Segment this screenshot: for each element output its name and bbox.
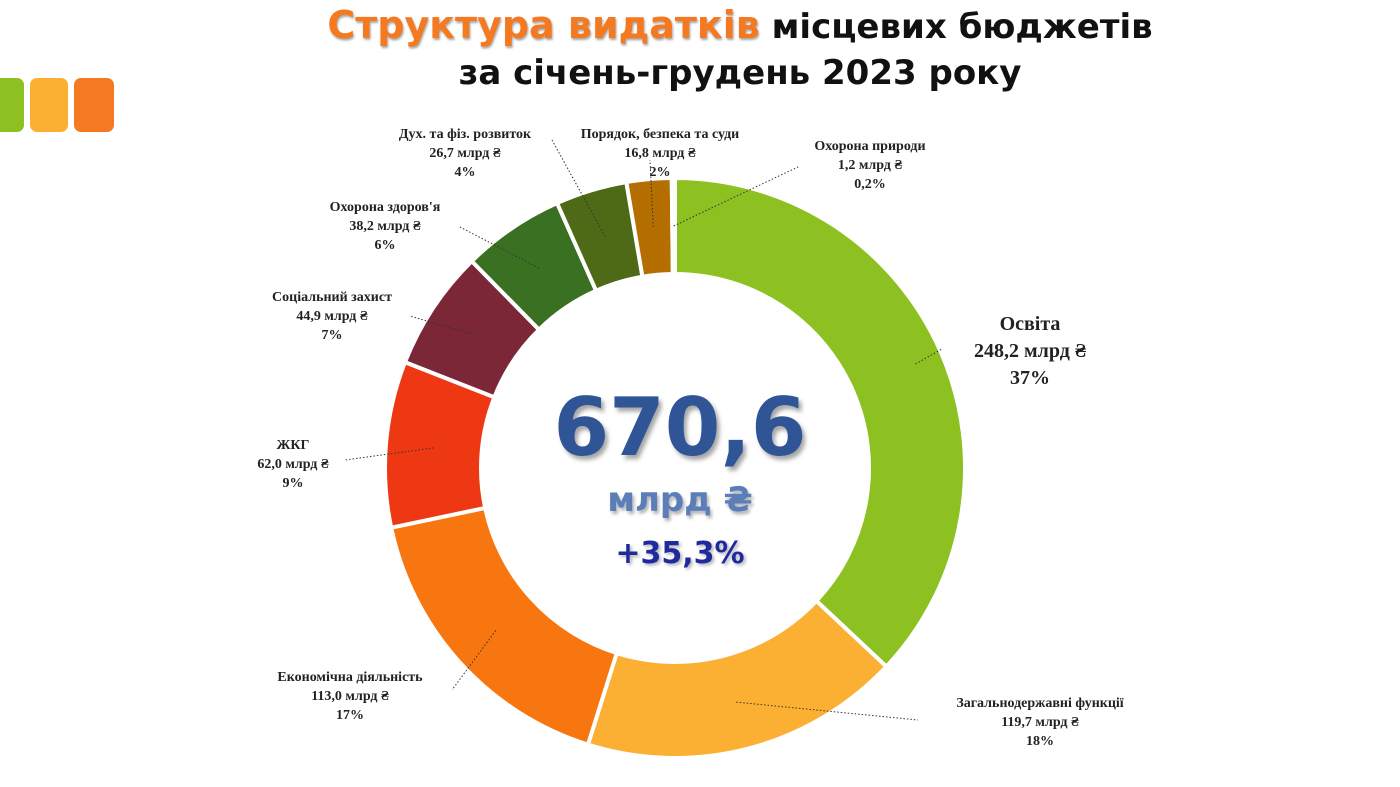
- slice-name: Охорона здоров'я: [329, 200, 441, 215]
- slice-label-social-protection: Соціальний захист 44,9 млрд ₴ 7%: [242, 288, 422, 345]
- title-rest: місцевих бюджетів: [759, 7, 1153, 47]
- slice-percent: 37%: [1010, 367, 1050, 389]
- leader-line-environment: [673, 165, 801, 227]
- slice-general-functions: [585, 598, 890, 760]
- slice-value: 16,8 млрд ₴: [624, 146, 696, 161]
- slice-name: ЖКГ: [276, 438, 310, 453]
- slice-percent: 9%: [282, 476, 304, 491]
- center-total-value: 670,6: [553, 381, 807, 474]
- slice-value: 113,0 млрд ₴: [311, 689, 389, 704]
- slice-name: Освіта: [999, 313, 1061, 335]
- slice-percent: 7%: [321, 328, 343, 343]
- center-change-percent: +35,3%: [615, 536, 745, 571]
- slice-name: Соціальний захист: [272, 290, 392, 305]
- slice-value: 26,7 млрд ₴: [429, 146, 501, 161]
- slice-name: Економічна діяльність: [277, 670, 423, 685]
- leader-line-healthcare: [457, 225, 540, 269]
- slice-label-public-order: Порядок, безпека та суди 16,8 млрд ₴ 2%: [550, 125, 770, 182]
- slice-value: 248,2 млрд ₴: [974, 340, 1086, 362]
- slice-percent: 18%: [1026, 734, 1054, 749]
- leader-line-social-protection: [409, 315, 474, 336]
- slice-name: Охорона природи: [814, 139, 926, 154]
- slice-value: 38,2 млрд ₴: [349, 219, 421, 234]
- decor-yellow-block: [30, 78, 68, 132]
- title-accent: Структура видатків: [327, 3, 760, 47]
- slice-name: Дух. та фіз. розвиток: [398, 127, 532, 142]
- slice-percent: 6%: [374, 238, 396, 253]
- slice-environment: [669, 175, 677, 277]
- slice-education: [673, 175, 967, 670]
- leader-line-public-order: [649, 159, 654, 228]
- slice-label-environment: Охорона природи 1,2 млрд ₴ 0,2%: [785, 137, 955, 194]
- slice-percent: 17%: [336, 708, 364, 723]
- slice-value: 44,9 млрд ₴: [296, 309, 368, 324]
- leader-line-general-functions: [736, 701, 919, 721]
- title-period: за січень-грудень 2023 року: [458, 53, 1022, 93]
- slice-percent: 4%: [454, 165, 476, 180]
- leader-line-spiritual-physical: [551, 139, 606, 237]
- slice-label-education: Освіта 248,2 млрд ₴ 37%: [950, 311, 1110, 392]
- decor-orange-block: [74, 78, 114, 132]
- slice-name: Порядок, безпека та суди: [580, 127, 740, 142]
- slice-percent: 2%: [649, 165, 671, 180]
- slice-label-spiritual-physical: Дух. та фіз. розвиток 26,7 млрд ₴ 4%: [365, 125, 565, 182]
- slice-name: Загальнодержавні функції: [956, 696, 1124, 711]
- leader-line-education: [915, 348, 943, 365]
- slice-value: 119,7 млрд ₴: [1001, 715, 1079, 730]
- center-total-unit: млрд ₴: [607, 480, 753, 520]
- slice-value: 62,0 млрд ₴: [257, 457, 329, 472]
- leader-line-housing: [344, 447, 434, 461]
- slice-label-healthcare: Охорона здоров'я 38,2 млрд ₴ 6%: [300, 198, 470, 255]
- slice-label-general-functions: Загальнодержавні функції 119,7 млрд ₴ 18…: [920, 694, 1160, 751]
- decor-green-block: [0, 78, 24, 132]
- slice-value: 1,2 млрд ₴: [837, 158, 903, 173]
- slice-label-economic-activity: Економічна діяльність 113,0 млрд ₴ 17%: [250, 668, 450, 725]
- slice-percent: 0,2%: [854, 177, 886, 192]
- chart-title: Структура видатків місцевих бюджетів за …: [300, 2, 1180, 96]
- slice-label-housing: ЖКГ 62,0 млрд ₴ 9%: [233, 436, 353, 493]
